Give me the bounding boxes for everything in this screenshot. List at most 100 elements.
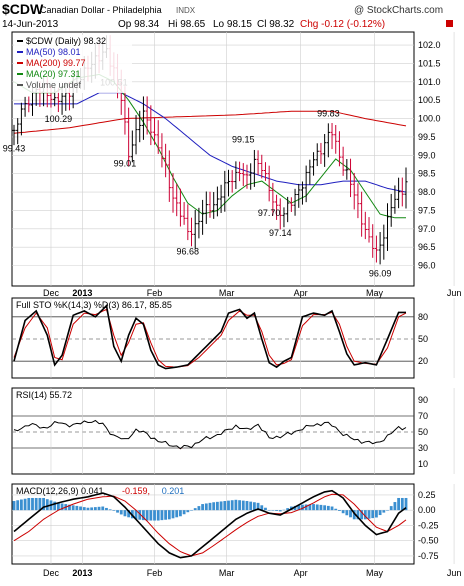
macd-hist-bar	[108, 509, 112, 511]
price-x-label: 2013	[72, 288, 92, 298]
bottom-x-label: Feb	[147, 568, 163, 578]
macd-hist-bar	[138, 510, 142, 520]
macd-tick-label: 0.00	[418, 505, 436, 515]
rsi-tick-label: 10	[418, 459, 428, 469]
macd-hist-bar	[197, 506, 201, 511]
macd-hist-bar	[86, 507, 90, 511]
macd-hist-bar	[334, 508, 338, 511]
price-x-label: Apr	[294, 288, 308, 298]
macd-hist-bar	[378, 510, 382, 516]
price-annotation: 100.29	[45, 114, 73, 124]
ma200-line	[13, 110, 407, 134]
macd-histogram	[12, 497, 408, 521]
macd-hist-bar	[360, 510, 364, 520]
ma50-path	[14, 92, 407, 193]
bottom-x-label: Dec	[43, 568, 60, 578]
macd-hist-bar	[352, 510, 356, 520]
macd-hist-bar	[119, 510, 123, 515]
price-annotation: 99.43	[3, 144, 26, 154]
price-tick-label: 101.0	[418, 77, 441, 87]
macd-hist-bar	[34, 497, 38, 511]
macd-hist-bar	[134, 510, 138, 520]
macd-hist-bar	[338, 510, 341, 511]
macd-hist-bar	[149, 510, 153, 521]
macd-hist-bar	[382, 510, 386, 513]
price-tick-label: 97.0	[418, 224, 436, 234]
macd-hist-bar	[264, 507, 267, 511]
legend-entry: $CDW (Daily) 98.32	[26, 36, 106, 46]
macd-hist-bar	[97, 506, 101, 511]
macd-hist-bar	[245, 501, 249, 511]
macd-hist-bar	[164, 510, 168, 520]
macd-hist-bar	[56, 502, 60, 511]
macd-hist-bar	[260, 505, 264, 511]
macd-hist-bar	[312, 504, 315, 511]
price-annotations: 99.43100.29100.5199.0196.6899.1597.7097.…	[3, 77, 392, 278]
scroll-indicator	[446, 20, 453, 27]
price-tick-label: 101.5	[418, 58, 441, 68]
macd-line	[13, 489, 407, 559]
legend-entry: Volume undef	[26, 80, 82, 90]
price-tick-label: 99.5	[418, 132, 436, 142]
macd-hist-bar	[93, 507, 97, 511]
price-x-label: May	[366, 288, 384, 298]
macd-hist-bar	[278, 510, 282, 512]
macd-hist-bar	[16, 500, 20, 511]
macd-hist-bar	[27, 497, 31, 511]
price-y-axis: 96.0 96.5 97.0 97.5 98.0 98.5 99.0 99.5 100.0 100…	[418, 40, 441, 271]
stockcharts-brand: @ StockCharts.com	[354, 5, 443, 16]
macd-hist-bar	[75, 505, 79, 511]
macd-hist-bar	[301, 504, 304, 511]
macd-hist-bar	[145, 510, 149, 521]
rsi-panel	[11, 387, 415, 475]
macd-hist-bar	[79, 506, 82, 511]
macd-hist-bar	[267, 510, 271, 511]
price-annotation: 99.83	[317, 109, 340, 119]
quote-change: Chg -0.12 (-0.12%)	[300, 19, 385, 30]
stochastic-lines	[13, 304, 407, 370]
macd-hist-bar	[315, 504, 319, 511]
macd-hist-bar	[404, 497, 408, 511]
macd-hist-bar	[212, 502, 216, 511]
macd-hist-bar	[171, 510, 175, 519]
price-tick-label: 102.0	[418, 40, 441, 50]
macd-hist-bar	[341, 510, 345, 514]
macd-tick-label: -0.25	[418, 520, 439, 530]
price-tick-label: 99.0	[418, 150, 436, 160]
legend-entry: MA(200) 99.77	[26, 58, 86, 68]
macd-hist-bar	[215, 501, 219, 511]
macd-hist-bar	[193, 508, 197, 511]
macd-tick-label: -0.50	[418, 536, 439, 546]
legend-background	[14, 35, 132, 93]
macd-hist-bar	[208, 502, 212, 511]
rsi-line	[13, 419, 407, 450]
macd-hist-bar	[230, 500, 234, 511]
stochastic-tick-label: 50	[418, 334, 428, 344]
rsi-path	[13, 419, 407, 450]
price-annotation: 96.68	[177, 247, 200, 257]
quote-open: Op 98.34	[118, 19, 160, 30]
macd-hist-bar	[219, 501, 223, 511]
ma200-path	[13, 110, 407, 134]
macd-hist-bar	[326, 505, 330, 511]
exchange-label: INDX	[176, 6, 196, 15]
macd-hist-bar	[38, 497, 42, 511]
price-tick-label: 98.5	[418, 169, 436, 179]
macd-hist-bar	[45, 499, 49, 511]
price-x-label: Dec	[43, 288, 60, 298]
macd-hist-bar	[271, 510, 275, 511]
bottom-x-label: May	[366, 568, 384, 578]
macd-panel	[11, 483, 415, 565]
price-annotation: 97.70	[258, 208, 281, 218]
macd-legend-entry: -0.159,	[122, 486, 150, 496]
macd-hist-bar	[249, 501, 253, 511]
macd-hist-bar	[282, 509, 286, 511]
macd-hist-bar	[112, 510, 116, 511]
price-tick-label: 96.5	[418, 242, 436, 252]
price-tick-label: 96.0	[418, 261, 436, 271]
stochastic-tick-label: 20	[418, 356, 428, 366]
stochastic-d-line	[13, 308, 407, 368]
price-x-axis: Dec 2013 Feb Mar Apr May Jun	[43, 288, 461, 298]
macd-hist-bar	[330, 506, 334, 511]
macd-hist-bar	[60, 503, 64, 511]
